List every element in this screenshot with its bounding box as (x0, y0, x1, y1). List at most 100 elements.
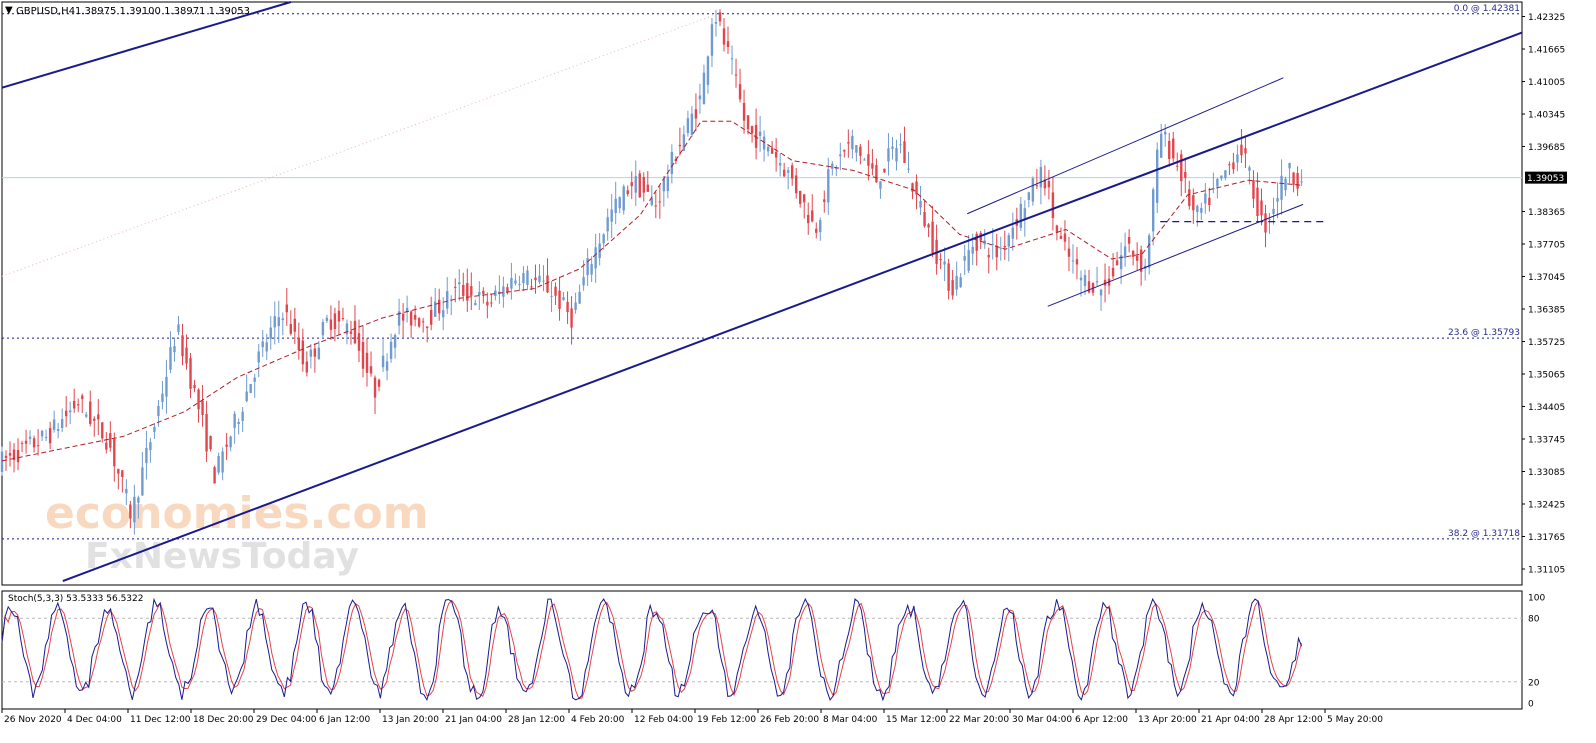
candle-body (1135, 256, 1139, 261)
candle-body (229, 436, 232, 448)
candle-body (975, 233, 978, 251)
candle-body (642, 177, 645, 193)
candle-body (446, 291, 449, 309)
candle-body (341, 318, 345, 320)
time-tick-label: 19 Feb 12:00 (697, 715, 756, 725)
stoch-label: Stoch(5,3,3) 53.5333 56.5322 (8, 594, 143, 604)
candle-body (417, 318, 421, 327)
price-axis: 1.42325 1.41665 1.41005 1.40345 1.39685 1.390… (1522, 13, 1567, 575)
candle-body (490, 302, 493, 304)
candle-body (1276, 197, 1279, 202)
candle-body (1127, 236, 1131, 244)
candle-body (189, 358, 192, 389)
indicator-plot-frame (1, 590, 1523, 710)
candle-body (470, 286, 473, 296)
candle-body (1151, 189, 1155, 232)
candle-body (381, 355, 385, 368)
price-tick-label: 1.31105 (1528, 565, 1565, 575)
fib-level-label: 38.2 @ 1.31718 (1448, 529, 1520, 539)
stoch-signal-line (1, 599, 1303, 700)
candle-body (1260, 200, 1263, 216)
stoch-scale-label: 80 (1528, 615, 1540, 625)
candle-body (253, 377, 256, 382)
candle-body (397, 311, 401, 326)
candle-body (1216, 179, 1219, 187)
candle-body (959, 277, 962, 288)
candle-body (1168, 140, 1171, 159)
candle-body (1280, 175, 1283, 200)
candle-body (1164, 131, 1167, 135)
candle-body (93, 418, 96, 421)
candle-body (377, 379, 381, 387)
candle-body (313, 348, 317, 357)
candle-body (1296, 173, 1299, 189)
candle-body (269, 327, 272, 339)
time-axis: 26 Nov 2020 4 Dec 04:00 11 Dec 12:00 18 Dec… (1, 709, 1383, 725)
candle-body (369, 366, 373, 374)
candle-body (730, 58, 734, 60)
candle-body (686, 118, 690, 134)
candle-body (1043, 179, 1047, 189)
price-tick-label: 1.34405 (1528, 403, 1565, 413)
candle-body (297, 337, 301, 351)
candle-body (895, 148, 898, 162)
candle-body (1123, 246, 1127, 259)
time-tick-label: 21 Jan 04:00 (445, 715, 502, 725)
price-tick-label: 1.31765 (1528, 533, 1565, 543)
candle-body (28, 436, 32, 439)
candle-body (101, 422, 104, 439)
candle-body (582, 277, 585, 286)
candle-body (1071, 260, 1075, 262)
candle-body (36, 445, 40, 447)
candle-body (951, 280, 954, 296)
candle-body (1051, 192, 1055, 219)
time-tick-label: 28 Jan 12:00 (508, 715, 565, 725)
candle-body (85, 414, 88, 417)
candle-body (915, 181, 918, 195)
time-tick-label: 6 Apr 12:00 (1075, 715, 1128, 725)
candle-body (1172, 138, 1175, 159)
candle-body (1007, 235, 1010, 247)
time-tick-label: 13 Jan 20:00 (382, 715, 439, 725)
candle-body (746, 115, 750, 130)
candle-body (963, 256, 966, 261)
candle-body (1272, 208, 1275, 214)
candle-body (213, 467, 216, 484)
candle-body (530, 286, 533, 288)
trendline (1, 1, 292, 89)
candle-body (1156, 149, 1159, 203)
candle-body (606, 217, 609, 232)
candle-body (702, 72, 706, 105)
candle-body (365, 352, 369, 373)
candle-body (1232, 162, 1235, 170)
candle-body (1023, 208, 1027, 220)
candle-body (618, 197, 621, 209)
candle-body (52, 419, 56, 430)
candle-body (429, 309, 433, 325)
price-tick-label: 1.42325 (1528, 13, 1565, 23)
candle-body (413, 314, 417, 320)
candle-body (1147, 235, 1151, 268)
candle-body (654, 205, 658, 207)
candle-body (1103, 279, 1107, 286)
candle-body (847, 142, 850, 144)
lines-layer (1, 1, 1523, 582)
candle-body (466, 283, 469, 301)
price-tick-label: 1.41665 (1528, 46, 1565, 56)
candle-body (762, 136, 766, 150)
candle-body (1244, 148, 1247, 154)
time-tick-label: 11 Dec 12:00 (130, 715, 191, 725)
candle-body (361, 341, 365, 369)
candle-body (401, 313, 405, 321)
candle-body (249, 383, 252, 394)
candle-body (899, 144, 902, 146)
candle-body (698, 95, 702, 100)
price-tick-label: 1.36385 (1528, 306, 1565, 316)
candle-body (1011, 227, 1014, 239)
time-tick-label: 18 Dec 20:00 (193, 715, 254, 725)
candle-body (867, 154, 870, 166)
price-tick-label: 1.41005 (1528, 78, 1565, 88)
candle-body (682, 134, 686, 151)
candle-body (903, 141, 906, 163)
candle-body (1248, 167, 1251, 171)
